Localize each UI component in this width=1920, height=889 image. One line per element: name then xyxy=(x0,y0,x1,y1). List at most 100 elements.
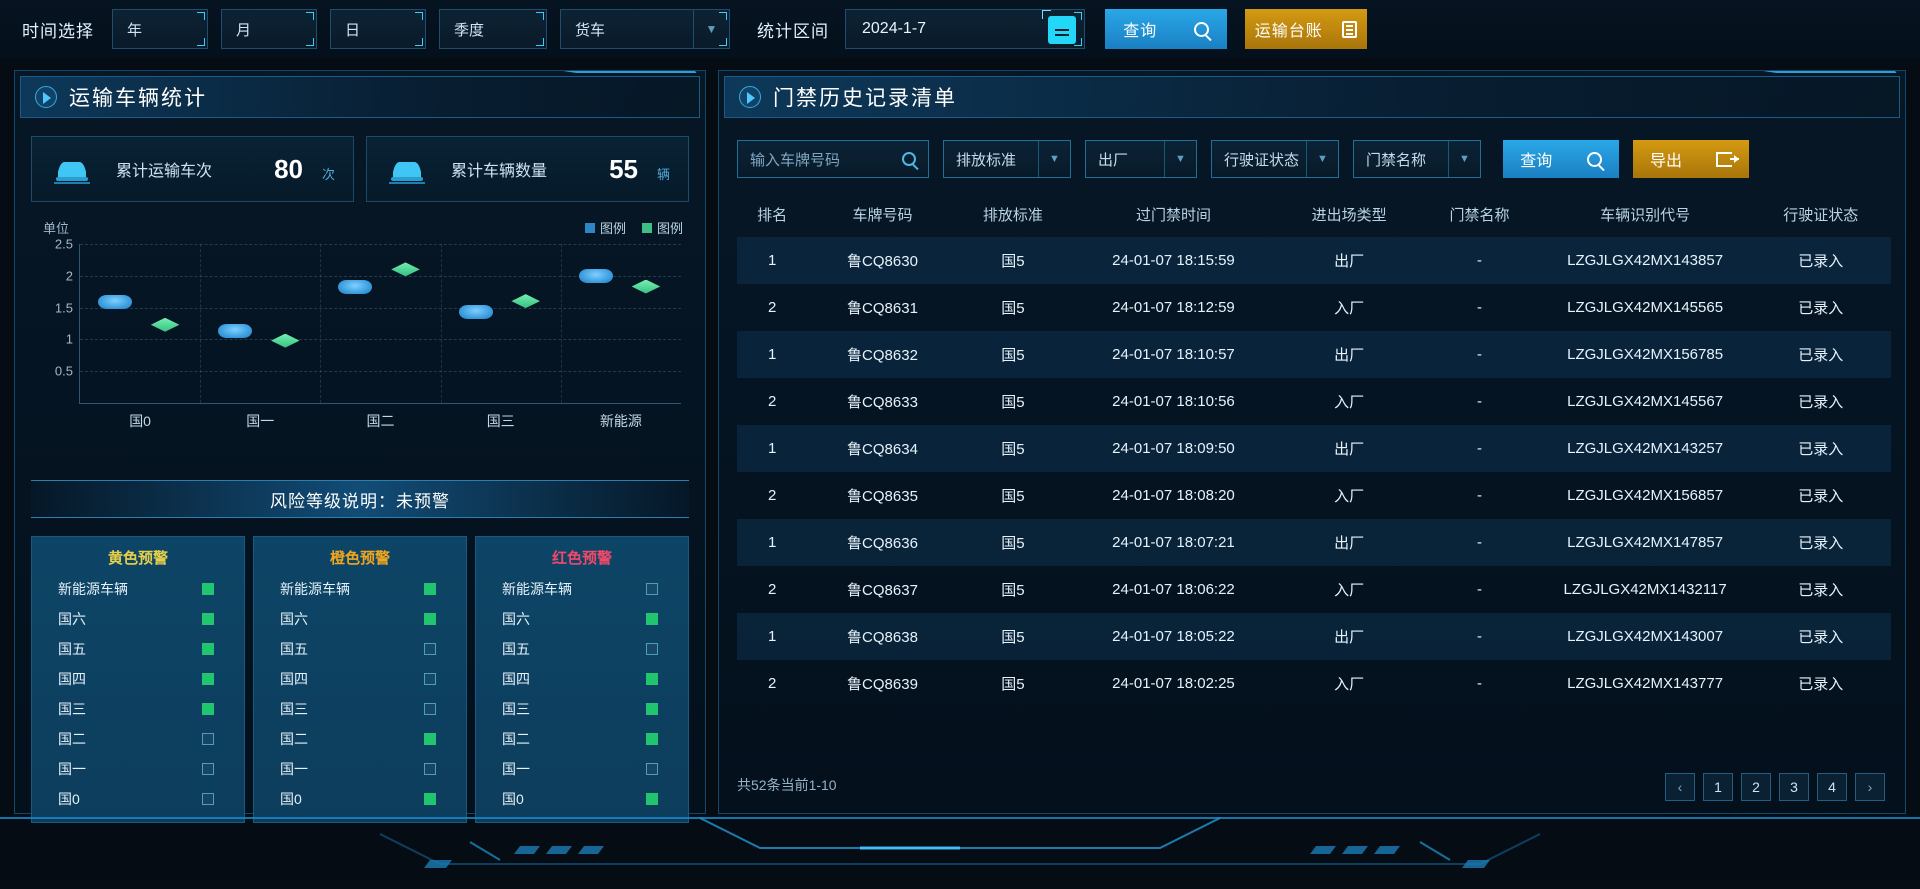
warning-row[interactable]: 国一 xyxy=(476,754,688,784)
warning-row[interactable]: 新能源车辆 xyxy=(254,574,466,604)
warning-row[interactable]: 国二 xyxy=(254,724,466,754)
warning-row-checkbox[interactable] xyxy=(646,643,658,655)
table-row[interactable]: 2 鲁CQ8633 国5 24-01-07 18:10:56 入厂 - LZGJLGX42M… xyxy=(737,378,1891,425)
warning-row[interactable]: 国五 xyxy=(254,634,466,664)
table-row[interactable]: 1 鲁CQ8634 国5 24-01-07 18:09:50 出厂 - LZGJLGX42M… xyxy=(737,425,1891,472)
export-button[interactable]: 导出 xyxy=(1633,140,1749,178)
warning-row-checkbox[interactable] xyxy=(424,763,436,775)
warning-row[interactable]: 国一 xyxy=(254,754,466,784)
warning-row[interactable]: 新能源车辆 xyxy=(32,574,244,604)
warning-row-checkbox[interactable] xyxy=(202,613,214,625)
table-row[interactable]: 1 鲁CQ8638 国5 24-01-07 18:05:22 出厂 - LZGJLGX42M… xyxy=(737,613,1891,660)
pagination-page-2[interactable]: 2 xyxy=(1741,773,1771,801)
table-header-row: 排名 车牌号码 排放标准 过门禁时间 进出场类型 门禁名称 车辆识别代号 行驶证状态 xyxy=(737,194,1891,237)
filter-factory[interactable]: 出厂 ▼ xyxy=(1085,140,1197,178)
warning-row-checkbox[interactable] xyxy=(646,763,658,775)
warning-row[interactable]: 国三 xyxy=(476,694,688,724)
table-cell: 1 xyxy=(737,613,808,660)
filter-license-status[interactable]: 行驶证状态 ▼ xyxy=(1211,140,1339,178)
warning-row[interactable]: 国四 xyxy=(32,664,244,694)
chart-group: 新能源 xyxy=(561,244,681,429)
warning-row-checkbox[interactable] xyxy=(202,583,214,595)
time-segment-year[interactable]: 年 xyxy=(112,9,208,49)
warning-row-checkbox[interactable] xyxy=(646,673,658,685)
warning-row-checkbox[interactable] xyxy=(646,703,658,715)
table-cell: 1 xyxy=(737,331,808,378)
chevron-down-icon: ▼ xyxy=(1164,141,1196,177)
warning-row-checkbox[interactable] xyxy=(202,673,214,685)
chart-group: 国三 xyxy=(441,244,561,429)
query-button[interactable]: 查询 xyxy=(1105,9,1227,49)
table-cell: LZGJLGX42MX156857 xyxy=(1567,487,1724,504)
warning-row[interactable]: 国三 xyxy=(32,694,244,724)
warning-row[interactable]: 国六 xyxy=(254,604,466,634)
table-row[interactable]: 2 鲁CQ8637 国5 24-01-07 18:06:22 入厂 - LZGJLGX42M… xyxy=(737,566,1891,613)
chart-bar-cap xyxy=(511,294,540,309)
pagination-next[interactable]: › xyxy=(1855,773,1885,801)
warning-row[interactable]: 国六 xyxy=(32,604,244,634)
warning-row-checkbox[interactable] xyxy=(424,613,436,625)
date-range-input[interactable]: 2024-1-7 xyxy=(845,9,1085,49)
table-cell: 已录入 xyxy=(1750,425,1891,472)
chart-bar-cap xyxy=(338,279,373,294)
warning-row[interactable]: 国一 xyxy=(32,754,244,784)
warning-row[interactable]: 国0 xyxy=(32,784,244,814)
table-cell: 鲁CQ8636 xyxy=(807,519,958,566)
time-segment-day[interactable]: 日 xyxy=(330,9,426,49)
date-range-value: 2024-1-7 xyxy=(862,20,927,37)
warning-row[interactable]: 国五 xyxy=(476,634,688,664)
calendar-icon[interactable] xyxy=(1042,10,1076,44)
transport-ledger-label: 运输台账 xyxy=(1254,23,1323,40)
warning-row-checkbox[interactable] xyxy=(424,673,436,685)
warning-row-checkbox[interactable] xyxy=(424,583,436,595)
warning-row[interactable]: 新能源车辆 xyxy=(476,574,688,604)
warning-row-checkbox[interactable] xyxy=(202,733,214,745)
stat-card-vehicles-value: 55 xyxy=(609,153,638,184)
time-segment-quarter[interactable]: 季度 xyxy=(439,9,547,49)
table-cell: 已录入 xyxy=(1798,676,1844,693)
table-row[interactable]: 2 鲁CQ8635 国5 24-01-07 18:08:20 入厂 - LZGJLGX42M… xyxy=(737,472,1891,519)
time-segment-month[interactable]: 月 xyxy=(221,9,317,49)
warning-row-checkbox[interactable] xyxy=(202,703,214,715)
warning-row-checkbox[interactable] xyxy=(424,643,436,655)
table-row[interactable]: 1 鲁CQ8636 国5 24-01-07 18:07:21 出厂 - LZGJLGX42M… xyxy=(737,519,1891,566)
stat-card-trips-unit: 次 xyxy=(321,167,335,182)
pagination-page-3[interactable]: 3 xyxy=(1779,773,1809,801)
chart-gridline-vertical xyxy=(560,244,562,403)
table-row[interactable]: 2 鲁CQ8631 国5 24-01-07 18:12:59 入厂 - LZGJLGX42M… xyxy=(737,284,1891,331)
warning-row-checkbox[interactable] xyxy=(646,733,658,745)
filter-emission-standard[interactable]: 排放标准 ▼ xyxy=(943,140,1071,178)
warning-row[interactable]: 国四 xyxy=(254,664,466,694)
table-row[interactable]: 1 鲁CQ8632 国5 24-01-07 18:10:57 出厂 - LZGJLGX42M… xyxy=(737,331,1891,378)
transport-ledger-button[interactable]: 运输台账 xyxy=(1245,9,1367,49)
warning-row-checkbox[interactable] xyxy=(424,703,436,715)
warning-row[interactable]: 国三 xyxy=(254,694,466,724)
warning-row-checkbox[interactable] xyxy=(202,643,214,655)
warning-row[interactable]: 国二 xyxy=(32,724,244,754)
vehicle-type-value: 货车 xyxy=(575,21,606,39)
table-row[interactable]: 2 鲁CQ8639 国5 24-01-07 18:02:25 入厂 - LZGJLGX42M… xyxy=(737,660,1891,707)
warning-row-checkbox[interactable] xyxy=(202,763,214,775)
pagination-page-1[interactable]: 1 xyxy=(1703,773,1733,801)
table-cell: 国5 xyxy=(1001,394,1025,411)
table-row[interactable]: 1 鲁CQ8630 国5 24-01-07 18:15:59 出厂 - LZGJLGX42M… xyxy=(737,237,1891,284)
warning-row[interactable]: 国0 xyxy=(254,784,466,814)
plate-search-input[interactable]: 输入车牌号码 xyxy=(737,140,929,178)
warning-row-checkbox[interactable] xyxy=(646,793,658,805)
warning-row-checkbox[interactable] xyxy=(202,793,214,805)
warning-row[interactable]: 国五 xyxy=(32,634,244,664)
table-cell: 已录入 xyxy=(1798,394,1844,411)
warning-row[interactable]: 国四 xyxy=(476,664,688,694)
filter-gate-name[interactable]: 门禁名称 ▼ xyxy=(1353,140,1481,178)
warning-row-checkbox[interactable] xyxy=(646,583,658,595)
table-query-button[interactable]: 查询 xyxy=(1503,140,1619,178)
pagination-prev[interactable]: ‹ xyxy=(1665,773,1695,801)
warning-row[interactable]: 国二 xyxy=(476,724,688,754)
warning-row[interactable]: 国0 xyxy=(476,784,688,814)
warning-row-checkbox[interactable] xyxy=(424,733,436,745)
warning-row-checkbox[interactable] xyxy=(424,793,436,805)
warning-row[interactable]: 国六 xyxy=(476,604,688,634)
warning-row-checkbox[interactable] xyxy=(646,613,658,625)
pagination-page-4[interactable]: 4 xyxy=(1817,773,1847,801)
vehicle-type-select[interactable]: 货车 ▼ xyxy=(560,9,730,49)
